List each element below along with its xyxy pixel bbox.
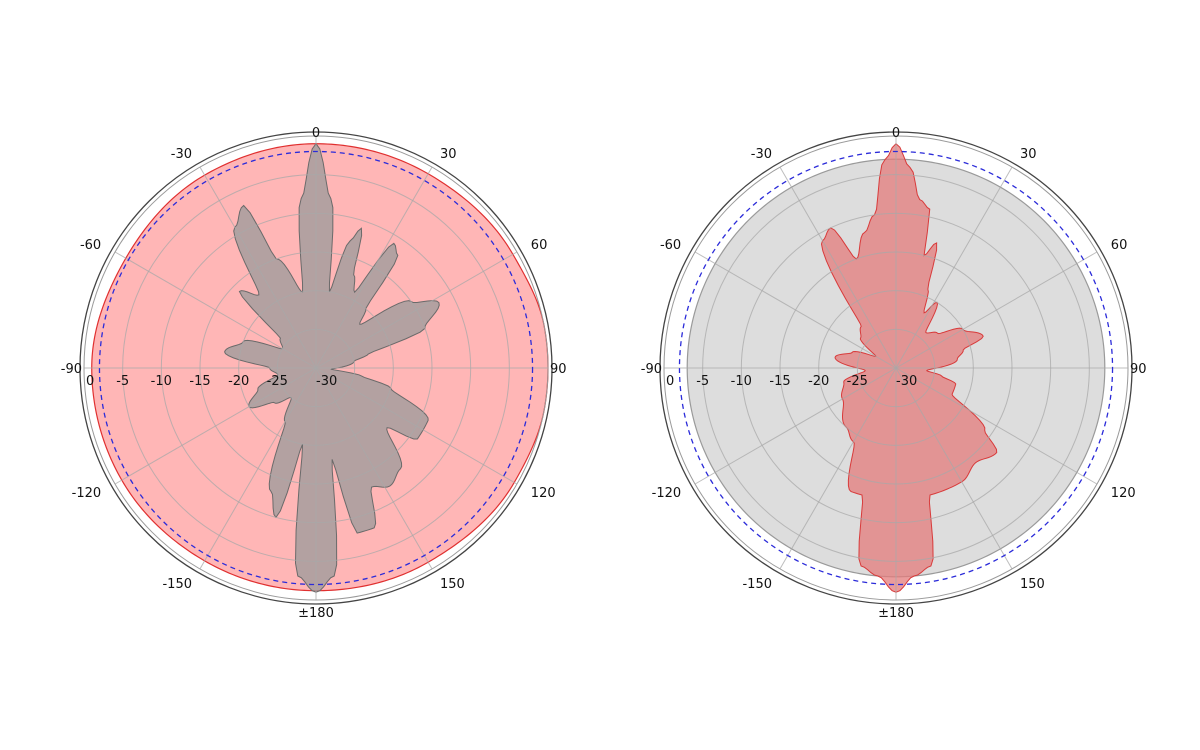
grid-spoke [315,367,433,570]
grid-spoke [114,251,317,369]
angle-tick-label: 90 [550,362,567,377]
angle-tick-label: -150 [162,577,192,592]
grid-spoke [895,367,1013,570]
angle-tick-label: -60 [660,238,681,253]
radial-tick-label: -10 [151,374,172,389]
angle-tick-label: ±180 [878,606,914,621]
grid-spoke [315,251,518,369]
angle-tick-label: -60 [80,238,101,253]
polar-chart-2: 0 30 60 90 120 150 ±180 -150 -120 -90 -60 -30 0 -5 -10… [641,126,1147,621]
angle-tick-label: -30 [171,147,192,162]
radial-tick-label: -5 [116,374,129,389]
outer-frame-circle [659,131,1133,605]
radial-tick-label: -25 [847,374,868,389]
reference-dashed-circle [678,150,1114,586]
grid-spoke [315,367,518,485]
angle-tick-label: -90 [61,362,82,377]
outer-frame-circle [79,131,553,605]
angle-tick-label: ±180 [298,606,334,621]
radial-tick-label: -25 [267,374,288,389]
radial-tick-label: -15 [189,374,210,389]
radial-tick-label: 0 [86,374,94,389]
polar-chart-1: 0 30 60 90 120 150 ±180 -150 -120 -90 -60 -30 0 -5 -10… [61,126,567,621]
angle-tick-label: -120 [652,486,682,501]
grid-spoke [694,251,897,369]
angle-tick-label: -90 [641,362,662,377]
reference-dashed-circle [98,150,534,586]
grid-spoke [694,367,897,485]
grid-spoke [199,367,317,570]
angle-tick-label: 90 [1130,362,1147,377]
angle-tick-label: 30 [1020,147,1037,162]
angle-tick-label: 120 [1111,486,1136,501]
angle-tick-label: 30 [440,147,457,162]
radial-tick-label: -10 [731,374,752,389]
radial-tick-label: -20 [228,374,249,389]
angle-tick-label: 120 [531,486,556,501]
angle-tick-label: -150 [742,577,772,592]
grid-spoke [895,251,1098,369]
angle-tick-label: 0 [892,126,900,141]
radial-tick-label: 0 [666,374,674,389]
radial-tick-label: -20 [808,374,829,389]
radial-tick-label: -30 [316,374,337,389]
grid-spoke [895,166,1013,369]
angle-tick-label: 150 [1020,577,1045,592]
radial-tick-label: -30 [896,374,917,389]
grid-spoke [315,166,433,369]
grid-spoke [779,166,897,369]
grid-spoke [779,367,897,570]
angle-tick-label: 150 [440,577,465,592]
radial-tick-label: -5 [696,374,709,389]
angle-tick-label: 60 [1111,238,1128,253]
angle-tick-label: 0 [312,126,320,141]
angle-tick-label: -30 [751,147,772,162]
angle-tick-label: -120 [72,486,102,501]
angle-tick-label: 60 [531,238,548,253]
grid-spoke [895,367,1098,485]
grid-spoke [199,166,317,369]
radial-tick-label: -15 [769,374,790,389]
grid-spoke [114,367,317,485]
